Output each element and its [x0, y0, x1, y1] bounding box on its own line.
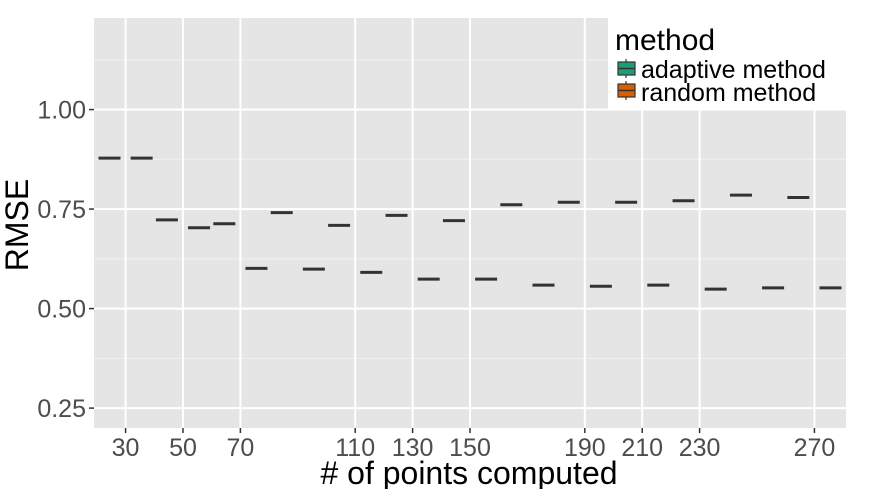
x-axis-ticks: 30 50 70 110 130 150 190 210 230 270 [112, 428, 836, 462]
legend-label-adaptive: adaptive method [641, 56, 826, 84]
x-tick-label: 230 [679, 434, 721, 462]
x-tick-label: 50 [169, 434, 197, 462]
y-tick-label: 1.00 [37, 97, 86, 125]
legend-key-adaptive [617, 59, 636, 78]
y-axis-title: RMSE [0, 179, 35, 271]
legend-key-random [617, 81, 636, 100]
major-gridlines [94, 18, 846, 428]
x-tick-label: 70 [226, 434, 254, 462]
legend-background [608, 18, 846, 110]
legend-label-random: random method [641, 79, 816, 107]
legend-title: method [615, 24, 715, 57]
x-tick-label: 270 [794, 434, 836, 462]
box-medians [98, 156, 842, 291]
y-tick-label: 0.75 [37, 196, 86, 224]
x-tick-label: 30 [112, 434, 140, 462]
x-tick-label: 110 [335, 434, 375, 462]
legend: method adaptive method random method [608, 18, 846, 110]
x-axis-title: # of points computed [320, 455, 617, 489]
y-tick-label: 0.50 [37, 296, 86, 324]
y-tick-label: 0.25 [37, 395, 86, 423]
x-tick-label: 190 [564, 434, 606, 462]
x-tick-label: 210 [621, 434, 663, 462]
x-tick-label: 150 [449, 434, 491, 462]
x-tick-label: 130 [392, 434, 434, 462]
y-axis-ticks: 0.25 0.50 0.75 1.00 [37, 97, 94, 423]
